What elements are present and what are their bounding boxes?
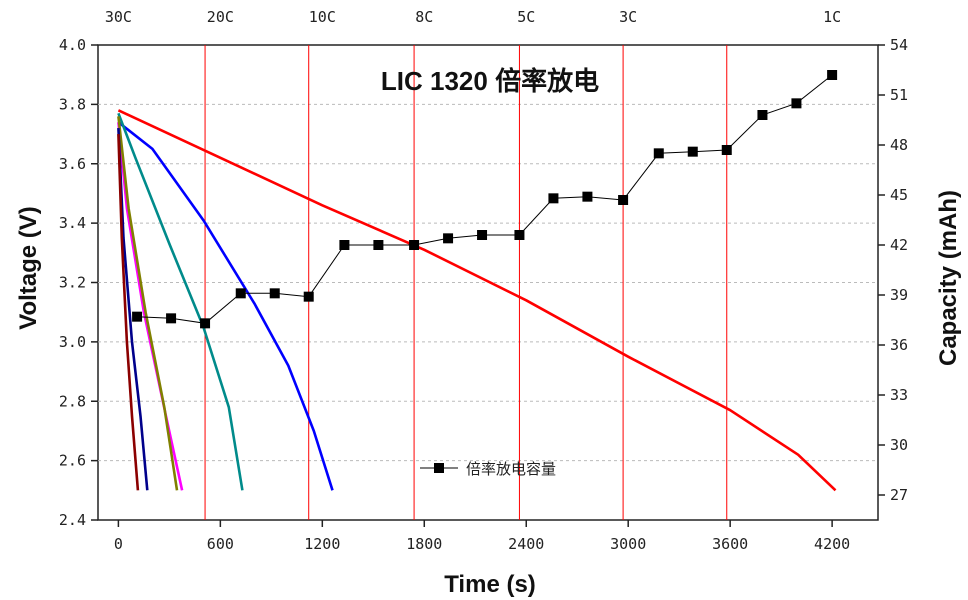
y-tick-label: 3.8 bbox=[59, 95, 86, 113]
capacity-point bbox=[373, 240, 384, 250]
rate-label: 20C bbox=[207, 8, 234, 26]
rate-label: 5C bbox=[517, 8, 535, 26]
y2-tick-label: 36 bbox=[890, 336, 908, 354]
y2-tick-label: 30 bbox=[890, 436, 908, 454]
axis-ticks bbox=[91, 44, 885, 527]
capacity-point bbox=[200, 318, 211, 329]
y2-tick-label: 51 bbox=[890, 86, 908, 104]
capacity-point bbox=[514, 230, 525, 240]
legend: 倍率放电容量 bbox=[420, 460, 556, 478]
voltage-curve-1 bbox=[117, 109, 837, 492]
capacity-point bbox=[269, 288, 280, 299]
y-tick-label: 2.8 bbox=[59, 392, 86, 410]
y2-tick-label: 48 bbox=[890, 136, 908, 154]
rate-label: 3C bbox=[619, 8, 637, 26]
voltage-curve-5 bbox=[117, 116, 179, 491]
capacity-point bbox=[791, 98, 802, 109]
capacity-point bbox=[618, 195, 629, 205]
capacity-point bbox=[132, 311, 143, 322]
capacity-series bbox=[132, 70, 838, 329]
voltage-curve-7 bbox=[117, 134, 140, 491]
capacity-line bbox=[137, 74, 833, 324]
y-axis-title: Voltage (V) bbox=[15, 206, 42, 330]
capacity-point bbox=[235, 288, 246, 299]
capacity-point bbox=[653, 148, 664, 159]
x-axis-title: Time (s) bbox=[444, 571, 536, 598]
x-tick-label: 2400 bbox=[508, 535, 544, 553]
y2-axis-title: Capacity (mAh) bbox=[935, 190, 962, 366]
legend-marker bbox=[434, 463, 444, 473]
capacity-point bbox=[721, 145, 732, 155]
chart-title: LIC 1320 倍率放电 bbox=[381, 66, 599, 96]
capacity-point bbox=[303, 291, 314, 302]
capacity-point bbox=[582, 191, 593, 202]
voltage-curve-4 bbox=[117, 122, 184, 491]
y-tick-label: 3.0 bbox=[59, 333, 86, 351]
y2-tick-label: 33 bbox=[890, 386, 908, 404]
y-tick-label: 3.4 bbox=[59, 214, 86, 232]
y2-tick-label: 54 bbox=[890, 36, 908, 54]
voltage-curves bbox=[117, 109, 837, 492]
y-tick-label: 3.2 bbox=[59, 274, 86, 292]
x-tick-label: 1200 bbox=[304, 535, 340, 553]
y-tick-label: 3.6 bbox=[59, 155, 86, 173]
capacity-point bbox=[548, 193, 559, 204]
rate-boundaries bbox=[204, 45, 728, 520]
y2-tick-label: 39 bbox=[890, 286, 908, 304]
capacity-point bbox=[827, 70, 838, 80]
capacity-point bbox=[339, 240, 350, 250]
x-tick-label: 3000 bbox=[610, 535, 646, 553]
x-tick-label: 4200 bbox=[814, 535, 850, 553]
voltage-curve-3 bbox=[117, 112, 244, 491]
y2-tick-label: 45 bbox=[890, 186, 908, 204]
y-tick-label: 4.0 bbox=[59, 36, 86, 54]
x-tick-label: 1800 bbox=[406, 535, 442, 553]
capacity-point bbox=[687, 146, 698, 157]
y2-tick-label: 27 bbox=[890, 486, 908, 504]
y2-tick-label: 42 bbox=[890, 236, 908, 254]
capacity-point bbox=[443, 233, 454, 244]
tick-labels: 0 600 1200 1800 2400 3000 3600 4200 2.4 2.6 2.8 3.0… bbox=[59, 8, 908, 553]
voltage-curve-2 bbox=[117, 121, 334, 491]
y-tick-label: 2.6 bbox=[59, 452, 86, 470]
y-tick-label: 2.4 bbox=[59, 511, 86, 529]
capacity-point bbox=[409, 240, 420, 250]
rate-label: 30C bbox=[105, 8, 132, 26]
x-tick-label: 0 bbox=[114, 535, 123, 553]
legend-label: 倍率放电容量 bbox=[466, 460, 556, 478]
rate-label: 1C bbox=[823, 8, 841, 26]
grid-lines bbox=[98, 103, 878, 462]
x-tick-label: 3600 bbox=[712, 535, 748, 553]
capacity-point bbox=[757, 110, 768, 120]
capacity-point bbox=[477, 230, 488, 240]
x-tick-label: 600 bbox=[207, 535, 234, 553]
rate-label: 8C bbox=[415, 8, 433, 26]
capacity-point bbox=[166, 313, 177, 324]
rate-label: 10C bbox=[309, 8, 336, 26]
